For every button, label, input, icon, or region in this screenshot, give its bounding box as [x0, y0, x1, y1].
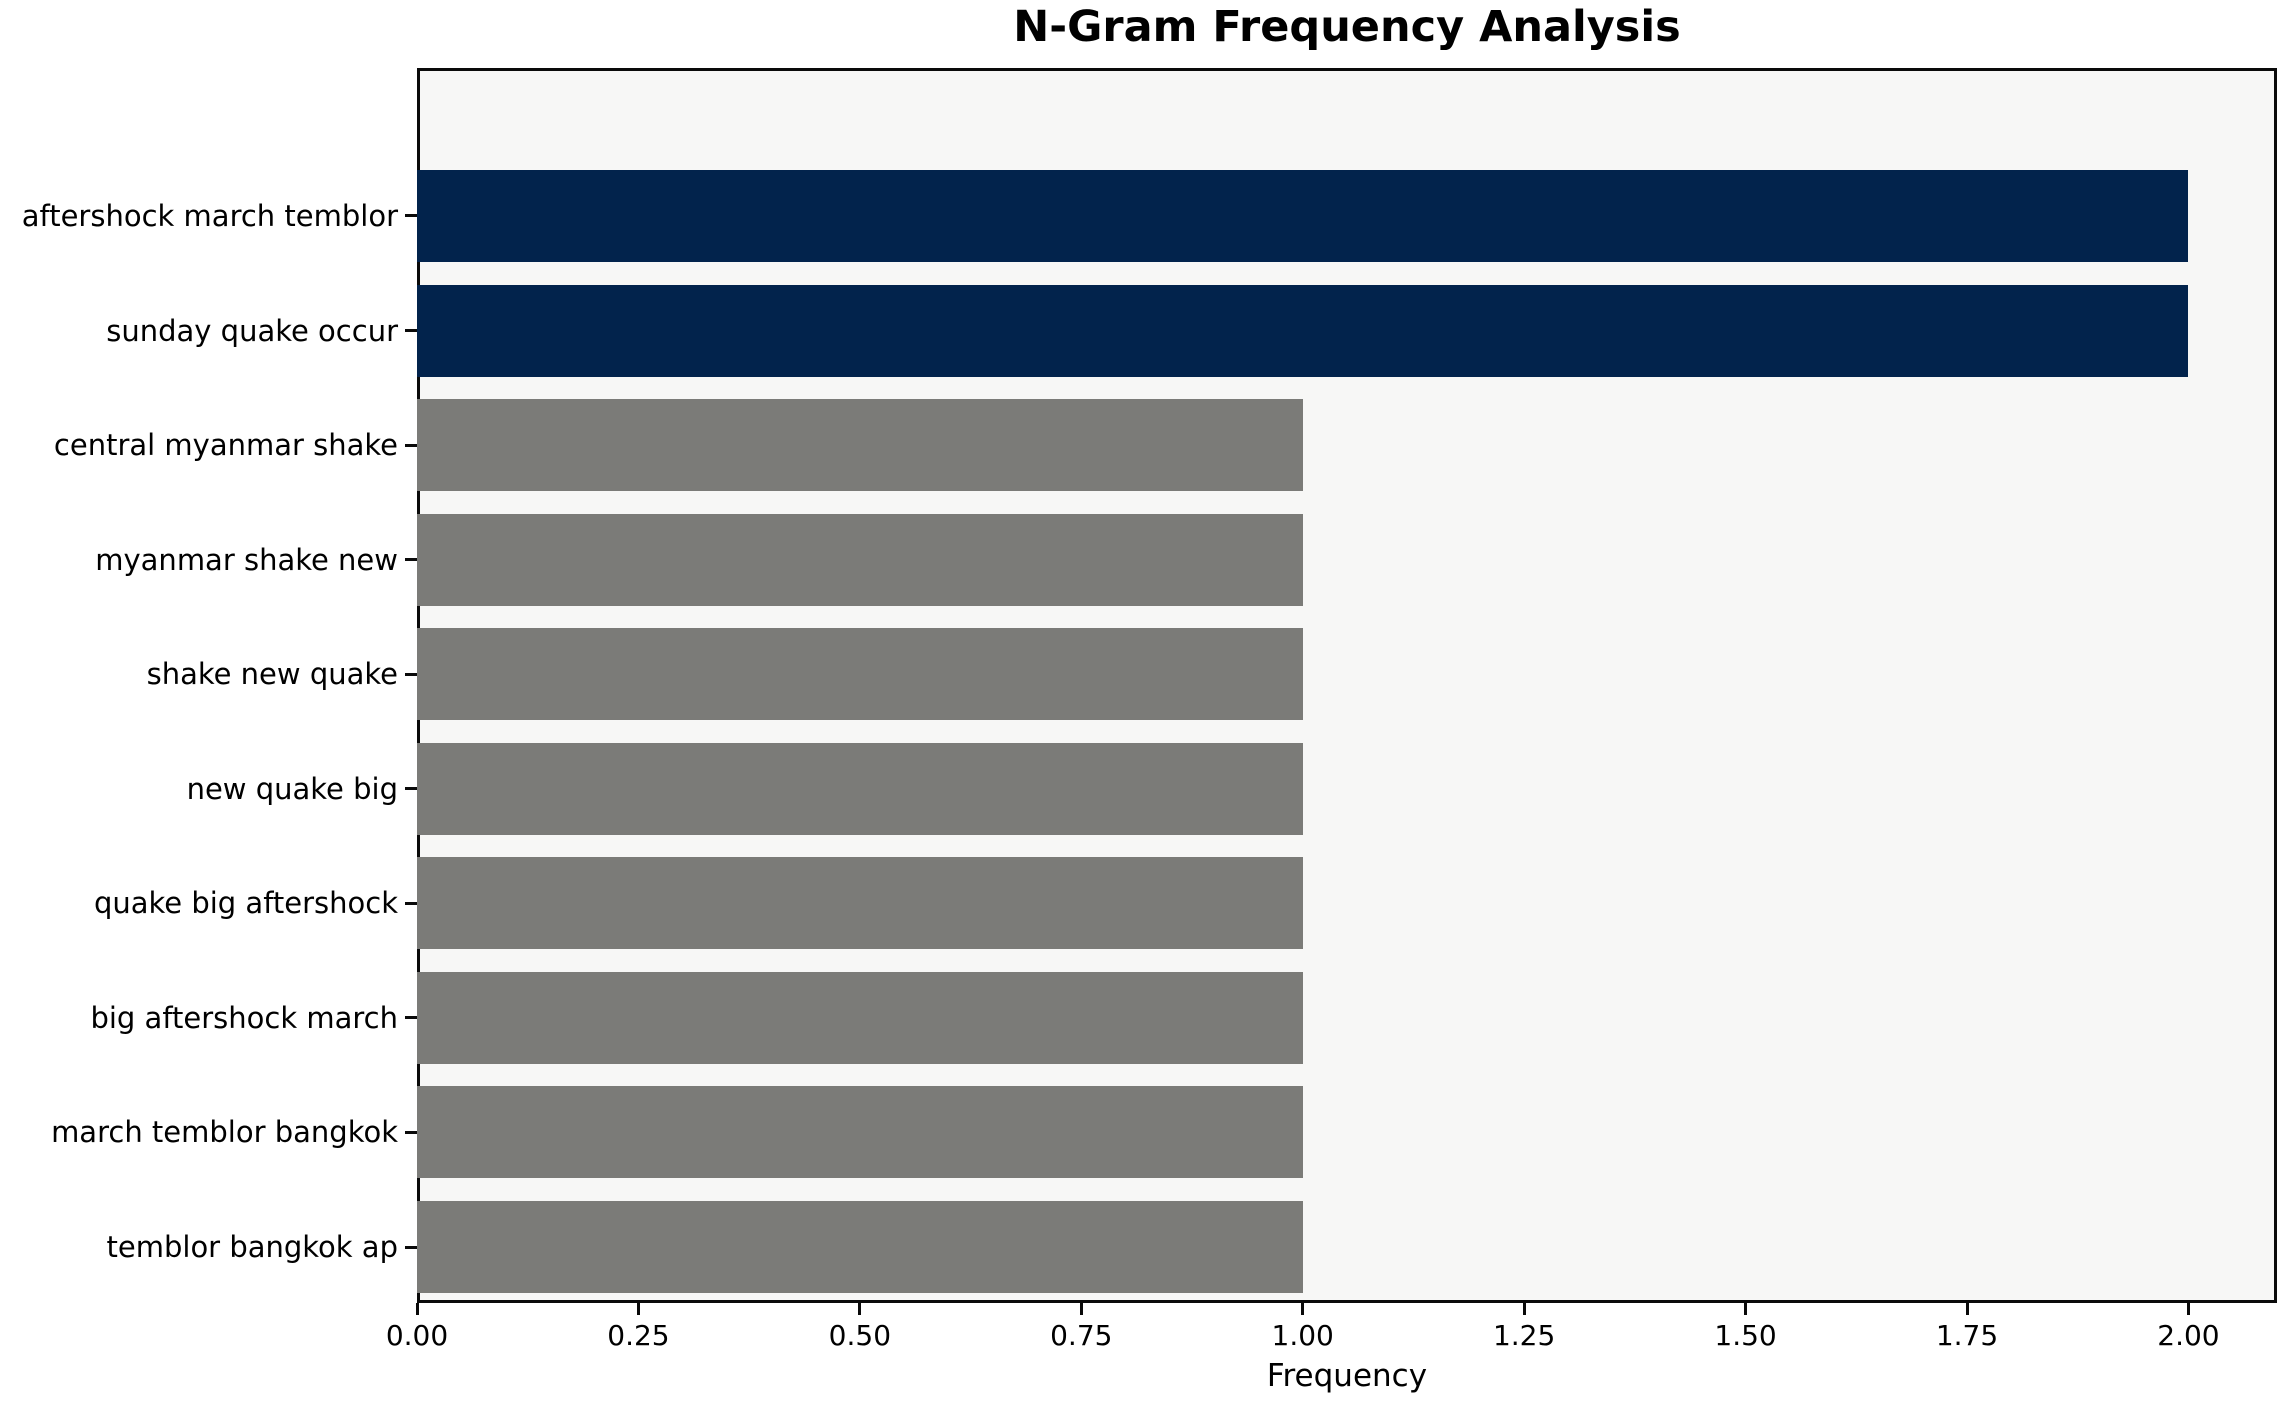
x-tick-label: 1.25 [1492, 1319, 1556, 1352]
y-tick-mark [405, 558, 417, 562]
x-tick-mark [1079, 1303, 1083, 1315]
x-axis-label: Frequency [1266, 1358, 1428, 1394]
y-tick-label: big aftershock march [90, 1000, 398, 1035]
y-tick-mark [405, 1130, 417, 1134]
x-tick-mark [1965, 1303, 1969, 1315]
y-tick-label: new quake big [186, 771, 398, 806]
bar-sunday-quake-occur [417, 284, 2189, 377]
x-tick-mark [1301, 1303, 1305, 1315]
y-tick-label: aftershock march temblor [21, 198, 398, 233]
bar-aftershock-march-temblor [417, 169, 2189, 262]
y-tick-label: shake new quake [146, 657, 398, 692]
y-tick-label: march temblor bangkok [51, 1115, 398, 1150]
x-tick-mark [858, 1303, 862, 1315]
y-tick-mark [405, 672, 417, 676]
bar-temblor-bangkok-ap [417, 1201, 1303, 1294]
chart-title: N-Gram Frequency Analysis [1013, 2, 1681, 52]
x-tick-mark [636, 1303, 640, 1315]
y-tick-label: myanmar shake new [95, 542, 398, 577]
y-tick-mark [405, 214, 417, 218]
bar-big-aftershock-march [417, 971, 1303, 1064]
x-tick-label: 1.75 [1935, 1319, 1999, 1352]
x-tick-mark [1744, 1303, 1748, 1315]
x-tick-label: 0.75 [1050, 1319, 1113, 1352]
bar-central-myanmar-shake [417, 399, 1303, 492]
x-tick-mark [1522, 1303, 1526, 1315]
x-tick-label: 0.25 [607, 1319, 670, 1352]
x-tick-label: 2.00 [2157, 1319, 2220, 1352]
x-tick-label: 1.50 [1714, 1319, 1777, 1352]
y-tick-mark [405, 443, 417, 447]
y-tick-mark [405, 1245, 417, 1249]
x-tick-mark [415, 1303, 419, 1315]
y-tick-mark [405, 329, 417, 333]
y-tick-mark [405, 787, 417, 791]
x-tick-label: 1.00 [1271, 1319, 1334, 1352]
bar-new-quake-big [417, 742, 1303, 835]
bar-shake-new-quake [417, 628, 1303, 721]
y-tick-label: temblor bangkok ap [106, 1230, 398, 1265]
y-tick-mark [405, 901, 417, 905]
y-tick-mark [405, 1016, 417, 1020]
y-tick-label: quake big aftershock [93, 886, 398, 921]
y-tick-label: sunday quake occur [106, 313, 398, 348]
x-tick-mark [2186, 1303, 2190, 1315]
x-tick-label: 0.00 [385, 1319, 449, 1352]
y-tick-label: central myanmar shake [53, 428, 398, 463]
x-tick-label: 0.50 [828, 1319, 892, 1352]
bar-quake-big-aftershock [417, 857, 1303, 950]
bar-march-temblor-bangkok [417, 1086, 1303, 1179]
bar-myanmar-shake-new [417, 513, 1303, 606]
